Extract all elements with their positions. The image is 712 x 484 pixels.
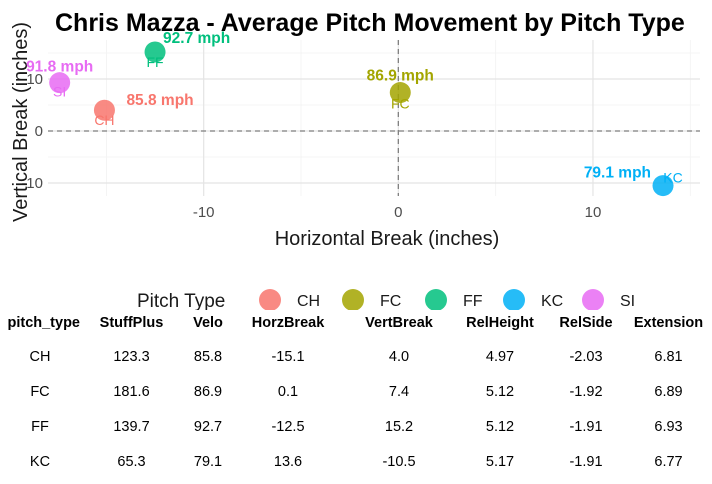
table-cell: FC <box>30 383 50 400</box>
table-cell: -10.5 <box>382 453 416 470</box>
legend-key-ff <box>425 289 447 310</box>
legend-label: KC <box>541 293 563 310</box>
table-cell: 5.12 <box>485 418 515 435</box>
data-point-si <box>49 72 71 94</box>
legend: Pitch Type CH FC FF KC SI <box>137 289 635 310</box>
table-cell: 6.89 <box>654 383 683 400</box>
table-cell: 85.8 <box>193 348 223 365</box>
plot-grid <box>48 40 700 196</box>
point-velocity-label: 86.9 mph <box>367 68 434 85</box>
stats-table-container: pitch_type StuffPlus Velo HorzBreak VertBrea… <box>0 307 712 479</box>
point-velocity-label: 79.1 mph <box>584 165 651 182</box>
legend-label: FC <box>380 293 401 310</box>
legend-key-kc <box>503 289 525 310</box>
x-tick-label: 10 <box>585 204 602 221</box>
table-row: KC 65.3 79.1 13.6 -10.5 5.17 -1.91 6.77 <box>0 444 710 479</box>
table-cell: 5.12 <box>485 383 515 400</box>
table-cell: CH <box>29 348 51 365</box>
table-cell: 79.1 <box>193 453 223 470</box>
table-cell: 181.6 <box>113 383 150 400</box>
table-cell: FF <box>31 418 49 435</box>
column-header-relside: RelSide <box>559 315 613 331</box>
table-cell: 4.0 <box>388 348 410 365</box>
legend-label: CH <box>297 293 320 310</box>
point-type-label: FF <box>146 54 163 70</box>
table-cell: 92.7 <box>193 418 223 435</box>
legend-key-ch <box>259 289 281 310</box>
table-cell: 139.7 <box>113 418 150 435</box>
table-cell: 6.81 <box>654 348 683 365</box>
table-cell: -1.92 <box>569 383 603 400</box>
table-cell: 7.4 <box>388 383 410 400</box>
point-velocity-label: 92.7 mph <box>163 30 230 47</box>
table-cell: -15.1 <box>271 348 305 365</box>
y-tick-label: 0 <box>35 123 43 140</box>
point-type-label: KC <box>663 170 682 186</box>
table-cell: -1.91 <box>569 453 603 470</box>
legend-key-fc <box>342 289 364 310</box>
table-cell: 123.3 <box>113 348 150 365</box>
column-header-velo: Velo <box>193 315 223 331</box>
table-cell: -12.5 <box>271 418 305 435</box>
column-header-stuffplus: StuffPlus <box>99 315 164 331</box>
column-header-pitch_type: pitch_type <box>7 315 80 331</box>
table-cell: 0.1 <box>277 383 299 400</box>
legend-label: SI <box>620 293 635 310</box>
table-cell: 6.93 <box>654 418 683 435</box>
table-cell: -1.91 <box>569 418 603 435</box>
legend-title: Pitch Type <box>137 291 225 310</box>
data-point-fc <box>389 82 411 104</box>
pitch-stats-table: pitch_type StuffPlus Velo HorzBreak VertBrea… <box>0 307 710 479</box>
y-tick-label: -10 <box>21 175 43 192</box>
data-point-ff <box>144 41 166 63</box>
x-axis-title: Horizontal Break (inches) <box>275 228 500 250</box>
column-header-extension: Extension <box>633 315 704 331</box>
data-point-kc <box>652 175 674 197</box>
table-body: CH 123.3 85.8 -15.1 4.0 4.97 -2.03 6.81 FC 181.6 8… <box>0 339 710 479</box>
table-cell: 13.6 <box>273 453 303 470</box>
point-type-label: CH <box>94 112 114 128</box>
movement-chart: Chris Mazza - Average Pitch Movement by … <box>10 9 700 310</box>
table-cell: 15.2 <box>384 418 414 435</box>
table-cell: 86.9 <box>193 383 223 400</box>
table-row: CH 123.3 85.8 -15.1 4.0 4.97 -2.03 6.81 <box>0 339 710 374</box>
legend-label: FF <box>463 293 483 310</box>
axis-ticks: -10 0 10 -10 0 10 <box>21 71 601 221</box>
table-cell: KC <box>29 453 51 470</box>
table-cell: 65.3 <box>117 453 146 470</box>
x-tick-label: -10 <box>193 204 215 221</box>
table-row: FF 139.7 92.7 -12.5 15.2 5.12 -1.91 6.93 <box>0 409 710 444</box>
point-type-label: SI <box>53 84 66 100</box>
column-header-relheight: RelHeight <box>466 315 534 331</box>
y-tick-label: 10 <box>26 71 43 88</box>
legend-key-si <box>582 289 604 310</box>
point-type-label: FC <box>391 96 410 112</box>
table-cell: 4.97 <box>485 348 515 365</box>
point-velocity-label: 85.8 mph <box>126 92 193 109</box>
x-tick-label: 0 <box>394 204 402 221</box>
column-header-horzbreak: HorzBreak <box>251 315 325 331</box>
point-velocity-label: 91.8 mph <box>26 59 93 76</box>
chart-title: Chris Mazza - Average Pitch Movement by … <box>55 9 685 37</box>
column-header-vertbreak: VertBreak <box>365 315 433 331</box>
table-cell: 5.17 <box>485 453 515 470</box>
y-axis-title: Vertical Break (inches) <box>10 22 32 222</box>
table-row: FC 181.6 86.9 0.1 7.4 5.12 -1.92 6.89 <box>0 374 710 409</box>
table-header-row: pitch_type StuffPlus Velo HorzBreak VertBrea… <box>0 307 710 339</box>
table-cell: -2.03 <box>569 348 603 365</box>
data-point-ch <box>93 99 115 121</box>
table-cell: 6.77 <box>654 453 683 470</box>
